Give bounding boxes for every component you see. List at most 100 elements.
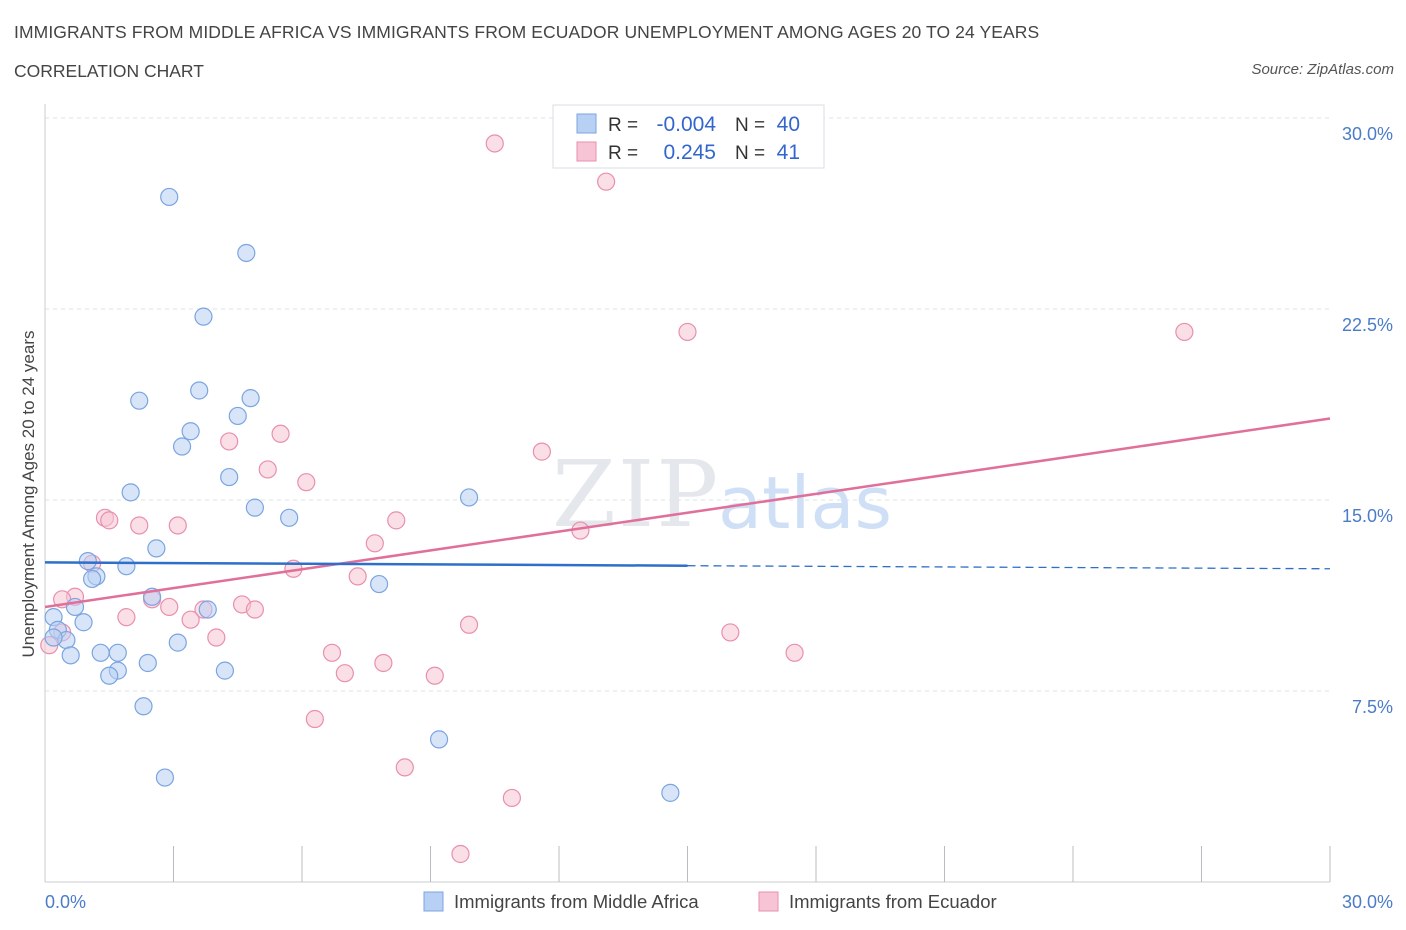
bottom-legend-label-blue: Immigrants from Middle Africa	[454, 891, 699, 912]
middle-africa-point-32	[138, 653, 157, 673]
chart-title: IMMIGRANTS FROM MIDDLE AFRICA VS IMMIGRA…	[14, 22, 1040, 42]
middle-africa-point-7	[181, 422, 200, 441]
legend-r-value-pink: 0.245	[663, 141, 716, 164]
legend-r-value-blue: -0.004	[656, 113, 716, 136]
middle-africa-point-15	[78, 552, 97, 571]
stats-legend: R = -0.004 N = 40 R = 0.245 N = 41	[552, 104, 825, 169]
ecuador-point-17	[348, 567, 367, 586]
ecuador-point-0	[485, 134, 504, 153]
middle-africa-point-16	[117, 557, 136, 576]
middle-africa-point-19	[370, 574, 389, 594]
trend-lines	[44, 417, 1331, 609]
y-tick-labels: 7.5% 15.0% 22.5% 30.0%	[1342, 124, 1393, 717]
ecuador-point-10	[100, 511, 119, 530]
ecuador-point-40	[502, 788, 521, 808]
legend-n-value-blue: 40	[777, 113, 800, 136]
ecuador-point-37	[425, 666, 444, 685]
middle-africa-point-31	[61, 646, 80, 665]
middle-africa-point-4	[190, 381, 209, 400]
ecuador-point-23	[160, 597, 179, 617]
y-tick-label-3: 30.0%	[1342, 124, 1393, 144]
middle-africa-point-5	[241, 389, 260, 408]
middle-africa-point-30	[108, 643, 127, 662]
x-tick-labels: 0.0% 30.0%	[45, 892, 1393, 912]
ecuador-point-5	[220, 432, 239, 451]
ecuador-point-26	[117, 608, 136, 627]
ecuador-point-13	[387, 511, 406, 530]
ecuador-point-39	[395, 758, 414, 777]
ecuador-point-25	[245, 600, 264, 619]
middle-africa-point-14	[147, 539, 166, 558]
chart-subtitle: CORRELATION CHART	[14, 61, 204, 81]
ecuador-point-41	[451, 844, 470, 864]
ecuador-point-38	[305, 709, 324, 729]
series-legend: Immigrants from Middle Africa Immigrants…	[423, 891, 997, 912]
middle-africa-point-11	[459, 488, 479, 507]
middle-africa-point-12	[245, 498, 264, 517]
middle-africa-point-24	[74, 613, 93, 632]
y-tick-label-2: 22.5%	[1342, 315, 1393, 335]
middle-africa-point-3	[130, 391, 149, 410]
axes	[44, 104, 1331, 883]
middle-africa-point-18	[83, 569, 102, 589]
ecuador-point-28	[459, 615, 479, 634]
bottom-legend-swatch-blue	[423, 891, 444, 912]
ecuador-point-15	[365, 534, 384, 553]
ecuador-trend-line	[44, 417, 1331, 609]
middle-africa-point-6	[228, 406, 247, 426]
x-tick-label-1: 30.0%	[1342, 892, 1393, 912]
middle-africa-point-36	[134, 697, 153, 716]
y-tick-label-0: 7.5%	[1352, 697, 1393, 717]
middle-africa-trend-line	[44, 561, 688, 567]
bottom-legend-label-pink: Immigrants from Ecuador	[789, 891, 997, 912]
middle-africa-point-21	[198, 600, 217, 619]
middle-africa-point-28	[168, 633, 187, 652]
middle-africa-point-1	[237, 243, 256, 263]
ecuador-point-33	[322, 643, 342, 662]
ecuador-point-31	[721, 623, 740, 642]
legend-r-label-blue: R =	[608, 115, 638, 136]
ecuador-point-35	[374, 653, 393, 673]
y-axis-label: Unemployment Among Ages 20 to 24 years	[19, 331, 38, 658]
legend-swatch-pink	[576, 141, 597, 162]
middle-africa-point-2	[194, 307, 213, 326]
ecuador-point-1	[597, 172, 616, 191]
ecuador-point-7	[258, 460, 277, 479]
middle-africa-point-8	[172, 437, 192, 456]
ecuador-point-3	[1175, 322, 1194, 342]
middle-africa-point-9	[220, 467, 239, 487]
legend-n-label-pink: N =	[735, 143, 765, 164]
ecuador-point-11	[130, 516, 149, 535]
middle-africa-point-37	[429, 730, 449, 749]
ecuador-point-4	[271, 424, 290, 443]
middle-africa-point-39	[661, 783, 680, 802]
ecuador-point-8	[297, 473, 316, 492]
middle-africa-point-13	[280, 508, 299, 527]
middle-africa-point-29	[91, 643, 110, 662]
ecuador-point-34	[785, 643, 804, 662]
bottom-legend-swatch-pink	[758, 891, 779, 912]
ecuador-point-6	[532, 442, 551, 461]
ecuador-point-36	[335, 664, 354, 683]
legend-n-value-pink: 41	[777, 141, 800, 164]
ecuador-point-30	[207, 628, 226, 647]
middle-africa-point-10	[121, 483, 140, 502]
middle-africa-point-34	[215, 661, 234, 680]
middle-africa-point-35	[100, 666, 119, 685]
middle-africa-trend-extension	[687, 565, 1331, 570]
source-credit: Source: ZipAtlas.com	[1251, 61, 1394, 78]
x-tick-label-0: 0.0%	[45, 892, 86, 912]
ecuador-point-27	[181, 610, 200, 629]
middle-africa-point-0	[160, 187, 179, 207]
y-tick-label-1: 15.0%	[1342, 506, 1393, 526]
ecuador-point-2	[678, 322, 697, 342]
ecuador-point-12	[168, 516, 187, 535]
middle-africa-point-38	[155, 768, 175, 787]
legend-n-label-blue: N =	[735, 115, 765, 136]
middle-africa-point-27	[44, 628, 63, 647]
legend-swatch-blue	[576, 113, 597, 134]
watermark-atlas: atlas	[718, 461, 892, 545]
legend-r-label-pink: R =	[608, 143, 638, 164]
series-middle-africa-points	[44, 187, 680, 802]
